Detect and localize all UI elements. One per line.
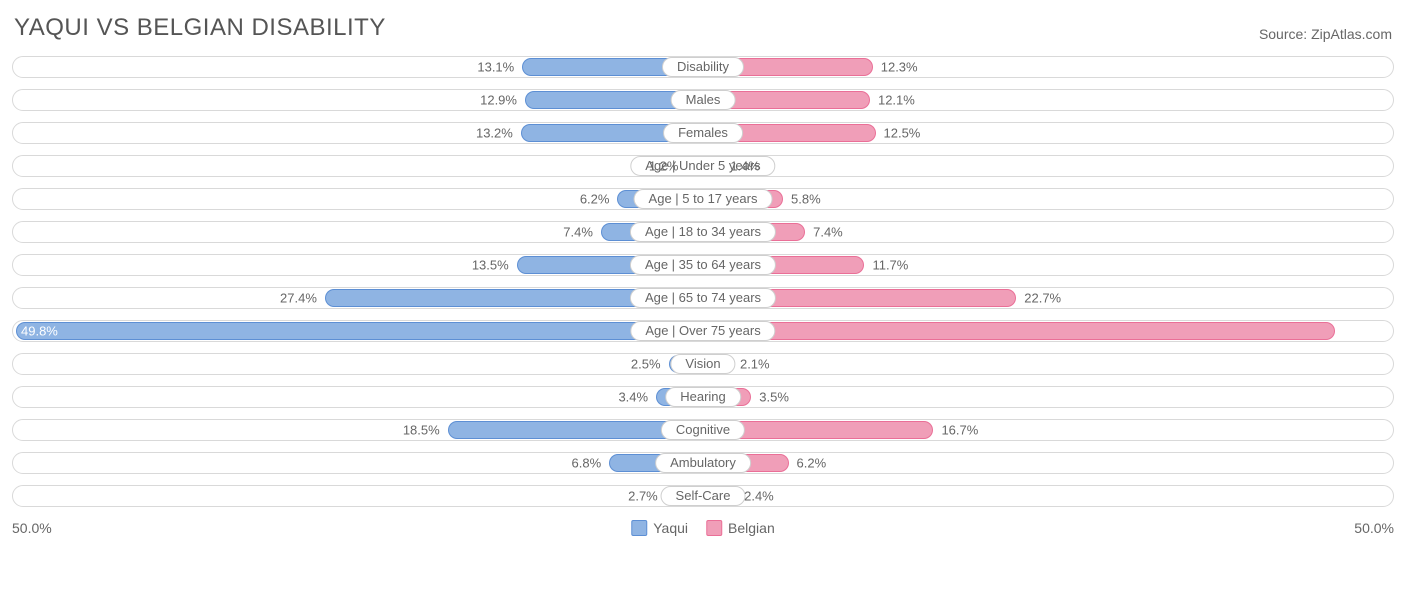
row-category-label: Age | 18 to 34 years [630,222,776,242]
value-label-left: 1.2% [649,159,679,174]
row-category-label: Age | Over 75 years [630,321,775,341]
value-label-left: 2.7% [628,489,658,504]
value-label-left: 13.1% [477,60,514,75]
row-category-label: Cognitive [661,420,745,440]
chart-row: 6.8% 6.2% Ambulatory [12,452,1394,474]
row-category-label: Age | 35 to 64 years [630,255,776,275]
chart-row: 13.2% 12.5% Females [12,122,1394,144]
legend-swatch-right-icon [706,520,722,536]
row-category-label: Age | 65 to 74 years [630,288,776,308]
legend-label-right: Belgian [728,520,775,536]
chart-row: 1.2%1.4%Age | Under 5 years [12,155,1394,177]
value-label-right: 12.5% [884,126,921,141]
chart-row: 7.4% 7.4% Age | 18 to 34 years [12,221,1394,243]
row-category-label: Vision [670,354,735,374]
legend-swatch-left-icon [631,520,647,536]
value-label-left: 6.2% [580,192,610,207]
chart-row: 13.1% 12.3% Disability [12,56,1394,78]
value-label-left: 13.5% [472,258,509,273]
chart-row: 2.7% 2.4%Self-Care [12,485,1394,507]
value-label-right: 12.1% [878,93,915,108]
value-label-left: 18.5% [403,423,440,438]
row-category-label: Self-Care [661,486,746,506]
value-label-right: 7.4% [813,225,843,240]
row-category-label: Hearing [665,387,741,407]
chart-row: 6.2% 5.8% Age | 5 to 17 years [12,188,1394,210]
value-label-left: 2.5% [631,357,661,372]
legend-item-right: Belgian [706,520,775,536]
chart-row: 27.4% 22.7% Age | 65 to 74 years [12,287,1394,309]
chart-row: 13.5% 11.7% Age | 35 to 64 years [12,254,1394,276]
row-category-label: Age | 5 to 17 years [634,189,773,209]
value-label-right: 5.8% [791,192,821,207]
row-category-label: Males [671,90,736,110]
value-label-right: 1.4% [730,159,760,174]
value-label-left: 7.4% [563,225,593,240]
axis-max-right: 50.0% [1354,520,1394,536]
axis-max-left: 50.0% [12,520,52,536]
chart-rows: 13.1% 12.3% Disability 12.9% 12.1% Males 13.2%… [12,56,1394,507]
legend: Yaqui Belgian [631,520,774,536]
value-label-right: 45.8% [1348,324,1385,339]
source-label: Source: ZipAtlas.com [1259,26,1392,42]
chart-header: YAQUI VS BELGIAN DISABILITY Source: ZipA… [12,10,1394,56]
legend-label-left: Yaqui [653,520,688,536]
chart-row: 12.9% 12.1% Males [12,89,1394,111]
chart-row: 18.5% 16.7% Cognitive [12,419,1394,441]
chart-row: 49.8% 45.8% Age | Over 75 years [12,320,1394,342]
value-label-right: 16.7% [941,423,978,438]
row-category-label: Females [663,123,743,143]
value-label-right: 22.7% [1024,291,1061,306]
chart-title: YAQUI VS BELGIAN DISABILITY [14,14,386,42]
value-label-right: 2.4% [744,489,774,504]
row-category-label: Ambulatory [655,453,751,473]
row-category-label: Disability [662,57,744,77]
value-label-right: 2.1% [740,357,770,372]
chart-container: YAQUI VS BELGIAN DISABILITY Source: ZipA… [0,0,1406,548]
value-label-left: 49.8% [21,324,58,339]
value-label-left: 13.2% [476,126,513,141]
bar-left [16,322,703,340]
value-label-left: 3.4% [618,390,648,405]
value-label-left: 27.4% [280,291,317,306]
chart-footer: 50.0% Yaqui Belgian 50.0% [12,518,1394,540]
bar-right [703,322,1335,340]
value-label-right: 11.7% [872,258,908,273]
value-label-left: 6.8% [572,456,602,471]
chart-row: 3.4% 3.5% Hearing [12,386,1394,408]
chart-row: 2.5% 2.1% Vision [12,353,1394,375]
value-label-right: 3.5% [759,390,789,405]
value-label-left: 12.9% [480,93,517,108]
value-label-right: 6.2% [797,456,827,471]
legend-item-left: Yaqui [631,520,688,536]
value-label-right: 12.3% [881,60,918,75]
